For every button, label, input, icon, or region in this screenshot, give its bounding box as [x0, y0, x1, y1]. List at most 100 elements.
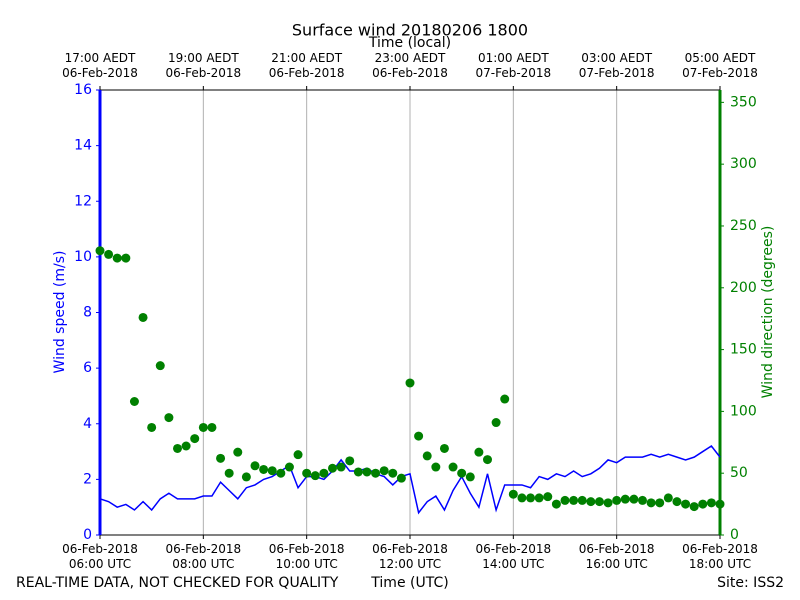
wind-direction-point	[250, 461, 260, 471]
wind-direction-point	[104, 249, 114, 259]
wind-direction-point	[612, 495, 622, 505]
y-axis-label: Wind speed (m/s)	[52, 251, 68, 374]
wind-direction-point	[396, 473, 406, 483]
wind-direction-point	[620, 494, 630, 504]
x-tick-label-line: 06:00 UTC	[69, 557, 131, 571]
wind-direction-point	[534, 493, 544, 503]
top-tick-label: 03:00 AEDT 07-Feb-2018	[579, 51, 655, 80]
wind-direction-point	[112, 253, 122, 263]
x-tick-label-line: 08:00 UTC	[172, 557, 234, 571]
wind-direction-point	[276, 468, 286, 478]
top-tick-label: 01:00 AEDT 07-Feb-2018	[475, 51, 551, 80]
y-tick-label: 6	[83, 360, 92, 376]
y-tick-label: 12	[74, 193, 92, 209]
wind-direction-point	[164, 413, 174, 423]
y2-tick-label: 50	[730, 465, 748, 481]
wind-direction-point	[526, 493, 536, 503]
wind-direction-point	[551, 499, 561, 509]
wind-direction-point	[362, 467, 372, 477]
y-tick-label: 16	[74, 82, 92, 98]
x-tick-label: 06-Feb-2018 12:00 UTC	[372, 542, 448, 571]
wind-direction-point	[302, 468, 312, 478]
wind-direction-point	[594, 497, 604, 507]
x-tick-label: 06-Feb-2018 08:00 UTC	[165, 542, 241, 571]
x-tick-label: 06-Feb-2018 18:00 UTC	[682, 542, 758, 571]
y-tick-label: 4	[83, 416, 92, 432]
wind-direction-point	[672, 497, 682, 507]
x-tick-label-line: 12:00 UTC	[379, 557, 441, 571]
top-tick-label-line: 19:00 AEDT	[168, 51, 239, 65]
y2-tick-label: 200	[730, 280, 757, 296]
wind-direction-point	[706, 498, 716, 508]
top-axis-label: Time (local)	[368, 35, 451, 51]
top-tick-label: 05:00 AEDT 07-Feb-2018	[682, 51, 758, 80]
wind-direction-point	[371, 468, 381, 478]
x-axis-label: Time (UTC)	[370, 575, 448, 591]
wind-direction-point	[328, 463, 337, 473]
wind-direction-point	[698, 499, 708, 509]
wind-direction-point	[422, 451, 432, 461]
y-tick-label: 2	[83, 471, 92, 487]
wind-direction-point	[517, 493, 527, 503]
wind-direction-point	[233, 447, 243, 457]
wind-direction-point	[603, 498, 613, 508]
y-tick-label: 14	[74, 138, 92, 154]
wind-direction-point	[147, 422, 157, 432]
wind-direction-point	[448, 462, 458, 472]
wind-speed-line	[99, 444, 721, 515]
wind-direction-point	[259, 464, 269, 474]
x-tick-label-line: 06-Feb-2018	[579, 542, 655, 556]
wind-direction-point	[310, 471, 320, 481]
top-tick-label-line: 06-Feb-2018	[372, 66, 448, 80]
wind-direction-point	[353, 467, 363, 477]
x-tick-label: 06-Feb-2018 06:00 UTC	[62, 542, 138, 571]
wind-direction-point	[569, 495, 579, 505]
wind-direction-point	[241, 472, 251, 482]
wind-direction-point	[95, 246, 105, 256]
wind-direction-point	[646, 498, 656, 508]
wind-direction-point	[319, 468, 329, 478]
wind-direction-point	[715, 499, 725, 509]
wind-direction-point	[190, 434, 200, 444]
y-tick-label: 0	[83, 527, 92, 543]
x-tick-label-line: 18:00 UTC	[689, 557, 751, 571]
wind-direction-point	[207, 422, 217, 432]
top-tick-label-line: 06-Feb-2018	[165, 66, 241, 80]
x-tick-label-line: 06-Feb-2018	[269, 542, 345, 556]
x-tick-label-line: 06-Feb-2018	[165, 542, 241, 556]
wind-direction-point	[543, 492, 553, 502]
wind-direction-point	[655, 498, 665, 508]
x-tick-label: 06-Feb-2018 14:00 UTC	[475, 542, 551, 571]
wind-direction-point	[198, 422, 208, 432]
top-tick-label-line: 05:00 AEDT	[685, 51, 756, 65]
wind-direction-point	[293, 450, 303, 460]
top-tick-label-line: 23:00 AEDT	[375, 51, 446, 65]
wind-direction-point	[586, 497, 596, 507]
wind-direction-point	[577, 495, 587, 505]
y2-axis-label: Wind direction (degrees)	[760, 226, 776, 399]
wind-direction-point	[629, 494, 639, 504]
chart-title: Surface wind 20180206 1800	[292, 21, 528, 40]
y2-tick-label: 0	[730, 527, 739, 543]
wind-direction-point	[138, 312, 148, 322]
wind-direction-point	[439, 443, 449, 453]
top-tick-label-line: 21:00 AEDT	[271, 51, 342, 65]
y-tick-label: 8	[83, 305, 92, 321]
top-tick-label: 17:00 AEDT 06-Feb-2018	[62, 51, 138, 80]
wind-direction-point	[663, 493, 673, 503]
x-tick-label-line: 06-Feb-2018	[62, 542, 138, 556]
wind-direction-point	[500, 394, 510, 404]
wind-direction-point	[173, 443, 182, 453]
footer-site: Site: ISS2	[717, 575, 784, 591]
wind-direction-point	[129, 397, 139, 406]
wind-direction-point	[405, 378, 415, 388]
y-tick-label: 10	[74, 249, 92, 265]
top-tick-label-line: 07-Feb-2018	[682, 66, 758, 80]
x-tick-label-line: 16:00 UTC	[586, 557, 648, 571]
wind-direction-point	[689, 502, 699, 512]
wind-direction-point	[336, 462, 346, 472]
wind-direction-point	[224, 468, 234, 478]
top-tick-label-line: 17:00 AEDT	[65, 51, 136, 65]
top-tick-label-line: 06-Feb-2018	[62, 66, 138, 80]
